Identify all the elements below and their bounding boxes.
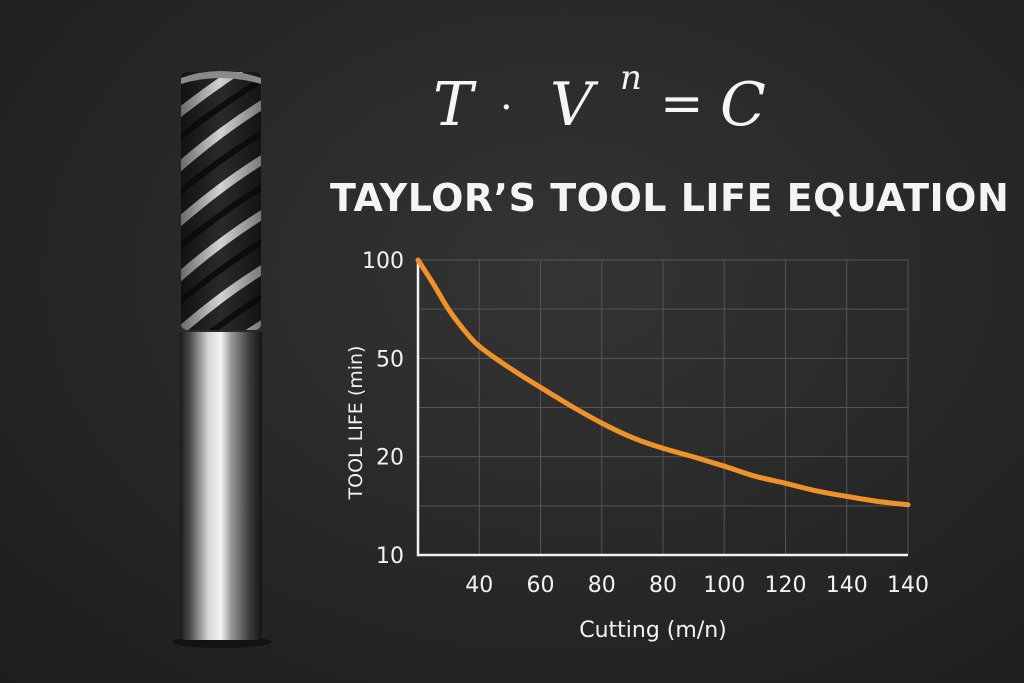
y-tick-label: 20 <box>376 446 404 471</box>
x-tick-label: 140 <box>826 573 868 598</box>
equation-equals: = <box>660 74 704 134</box>
chart-title: TAYLOR’S TOOL LIFE EQUATION <box>330 176 1010 220</box>
axis-lines <box>416 260 908 557</box>
y-tick-label: 10 <box>376 544 404 569</box>
taylor-equation: T · V n = C <box>433 58 766 140</box>
y-axis-ticks: 10 20 50 100 <box>362 249 404 569</box>
tool-life-curve <box>415 257 911 508</box>
end-mill-tool-image <box>172 71 272 648</box>
y-axis-label: TOOL LIFE (min) <box>345 346 367 501</box>
x-axis-label: Cutting (m/n) <box>579 618 727 643</box>
x-tick-label: 140 <box>887 573 929 598</box>
x-tick-label: 120 <box>765 573 807 598</box>
equation-V: V <box>550 70 599 140</box>
tool-life-chart: 10 20 50 100 40 60 80 80 100 120 140 140 TOOL LIFE… <box>345 249 929 643</box>
x-tick-label: 80 <box>588 573 616 598</box>
equation-exponent-n: n <box>620 58 642 98</box>
y-tick-label: 100 <box>362 249 404 274</box>
x-axis-ticks: 40 60 80 80 100 120 140 140 <box>465 573 929 598</box>
chart-grid <box>418 259 909 555</box>
x-tick-label: 40 <box>465 573 493 598</box>
x-tick-label: 100 <box>703 573 745 598</box>
y-tick-label: 50 <box>376 347 404 372</box>
x-tick-label: 60 <box>527 573 555 598</box>
equation-T: T <box>433 70 477 140</box>
x-tick-label: 80 <box>649 573 677 598</box>
equation-C: C <box>720 70 766 140</box>
equation-dot: · <box>500 85 513 131</box>
chart-axes <box>416 260 908 557</box>
